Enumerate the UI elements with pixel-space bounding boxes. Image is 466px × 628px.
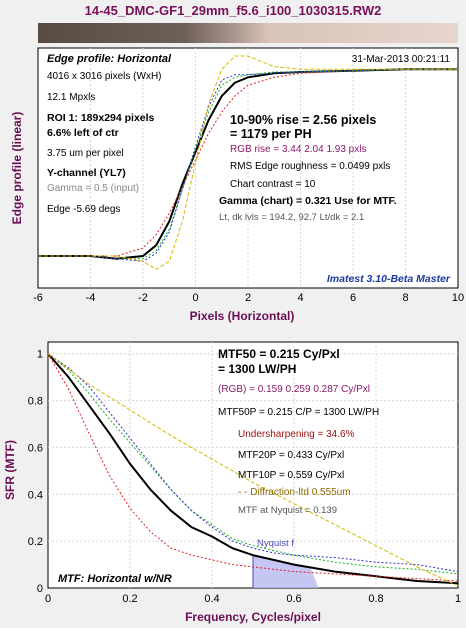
bottom-x-tick-label: 0	[45, 593, 51, 605]
watermark-text: Imatest 3.10-Beta Master	[327, 273, 451, 285]
mtf50p-text: MTF50P = 0.215 C/P = 1300 LW/PH	[218, 407, 379, 418]
rgb-rise-text: RGB rise = 3.44 2.04 1.93 pxls	[230, 144, 366, 155]
top-panel-title: Edge profile: Horizontal	[47, 53, 172, 65]
bottom-x-tick-label: 1	[455, 593, 461, 605]
top-x-tick-label: -6	[33, 292, 43, 304]
mtf50-text: MTF50 = 0.215 Cy/Pxl	[218, 347, 340, 361]
top-x-tick-label: 6	[350, 292, 356, 304]
rise-text: 10-90% rise = 2.56 pixels	[230, 113, 376, 127]
bottom-plot-area	[47, 341, 459, 589]
bottom-x-tick-label: 0.6	[286, 593, 301, 605]
gamma-chart-text: Gamma (chart) = 0.321 Use for MTF.	[219, 195, 397, 207]
bottom-y-axis-label: SFR (MTF)	[3, 440, 17, 500]
top-info-line: 12.1 Mpxls	[47, 92, 95, 103]
bottom-x-tick-label: 0.4	[204, 593, 219, 605]
top-x-tick-label: 4	[297, 292, 303, 304]
bottom-series-blue	[47, 353, 459, 573]
top-info-line: Y-channel (YL7)	[47, 167, 126, 179]
top-series-blue	[38, 68, 458, 262]
top-info-line: Edge -5.69 degs	[47, 204, 120, 215]
per-ph-text: = 1179 per PH	[230, 127, 312, 141]
top-info-line: 4016 x 3016 pixels (WxH)	[47, 71, 162, 82]
nyquist-shaded-area	[253, 555, 319, 588]
bottom-x-tick-label: 0.2	[122, 593, 137, 605]
top-x-tick-label: 8	[402, 292, 408, 304]
bottom-series-yellow	[47, 353, 459, 587]
lwph-text: = 1300 LW/PH	[218, 362, 296, 376]
top-series-red	[38, 68, 458, 257]
levels-text: Lt, dk lvls = 194.2, 92.7 Lt/dk = 2.1	[219, 212, 364, 223]
top-x-tick-label: 0	[192, 292, 198, 304]
bottom-series-red	[47, 353, 459, 582]
top-x-axis-label: Pixels (Horizontal)	[190, 309, 295, 323]
top-x-tick-label: -2	[138, 292, 148, 304]
diffraction-text: - - Diffraction-ltd 0.555um	[238, 487, 351, 498]
top-info-line: 6.6% left of ctr	[47, 127, 119, 139]
bottom-series-green	[47, 353, 459, 575]
bottom-x-axis-label: Frequency, Cycles/pixel	[185, 610, 321, 624]
bottom-y-tick-label: 0.2	[28, 536, 43, 548]
bottom-y-tick-label: 0	[37, 583, 43, 595]
edge-color-strip	[38, 23, 458, 43]
mtf10p-text: MTF10P = 0.559 Cy/Pxl	[238, 470, 344, 481]
top-y-axis-label: Edge profile (linear)	[10, 112, 24, 225]
bottom-panel-title: MTF: Horizontal w/NR	[58, 573, 172, 585]
mtf20p-text: MTF20P = 0.433 Cy/Pxl	[238, 450, 344, 461]
sharpening-text: Undersharpening = 34.6%	[238, 429, 355, 440]
bottom-y-tick-label: 1	[37, 349, 43, 361]
bottom-y-tick-label: 0.6	[28, 442, 43, 454]
bottom-y-tick-label: 0.4	[28, 489, 43, 501]
bottom-y-tick-label: 0.8	[28, 396, 43, 408]
top-x-tick-label: -4	[86, 292, 96, 304]
bottom-x-tick-label: 0.8	[368, 593, 383, 605]
top-info-line: ROI 1: 189x294 pixels	[47, 112, 155, 124]
page-title: 14-45_DMC-GF1_29mm_f5.6_i100_1030315.RW2	[84, 3, 382, 18]
top-info-line: Gamma = 0.5 (input)	[47, 183, 139, 194]
top-x-tick-label: 2	[245, 292, 251, 304]
top-date: 31-Mar-2013 00:21:11	[352, 54, 451, 65]
bottom-series-black	[47, 353, 459, 585]
contrast-text: Chart contrast = 10	[230, 179, 316, 190]
top-info-line: 3.75 um per pixel	[47, 148, 124, 159]
roughness-text: RMS Edge roughness = 0.0499 pxls	[230, 161, 390, 172]
nyquist-mtf-text: MTF at Nyquist = 0.139	[238, 505, 337, 516]
top-x-tick-label: 10	[452, 292, 464, 304]
nyquist-label: Nyquist f	[257, 538, 294, 549]
rgb-mtf-text: (RGB) = 0.159 0.259 0.287 Cy/Pxl	[218, 384, 370, 395]
